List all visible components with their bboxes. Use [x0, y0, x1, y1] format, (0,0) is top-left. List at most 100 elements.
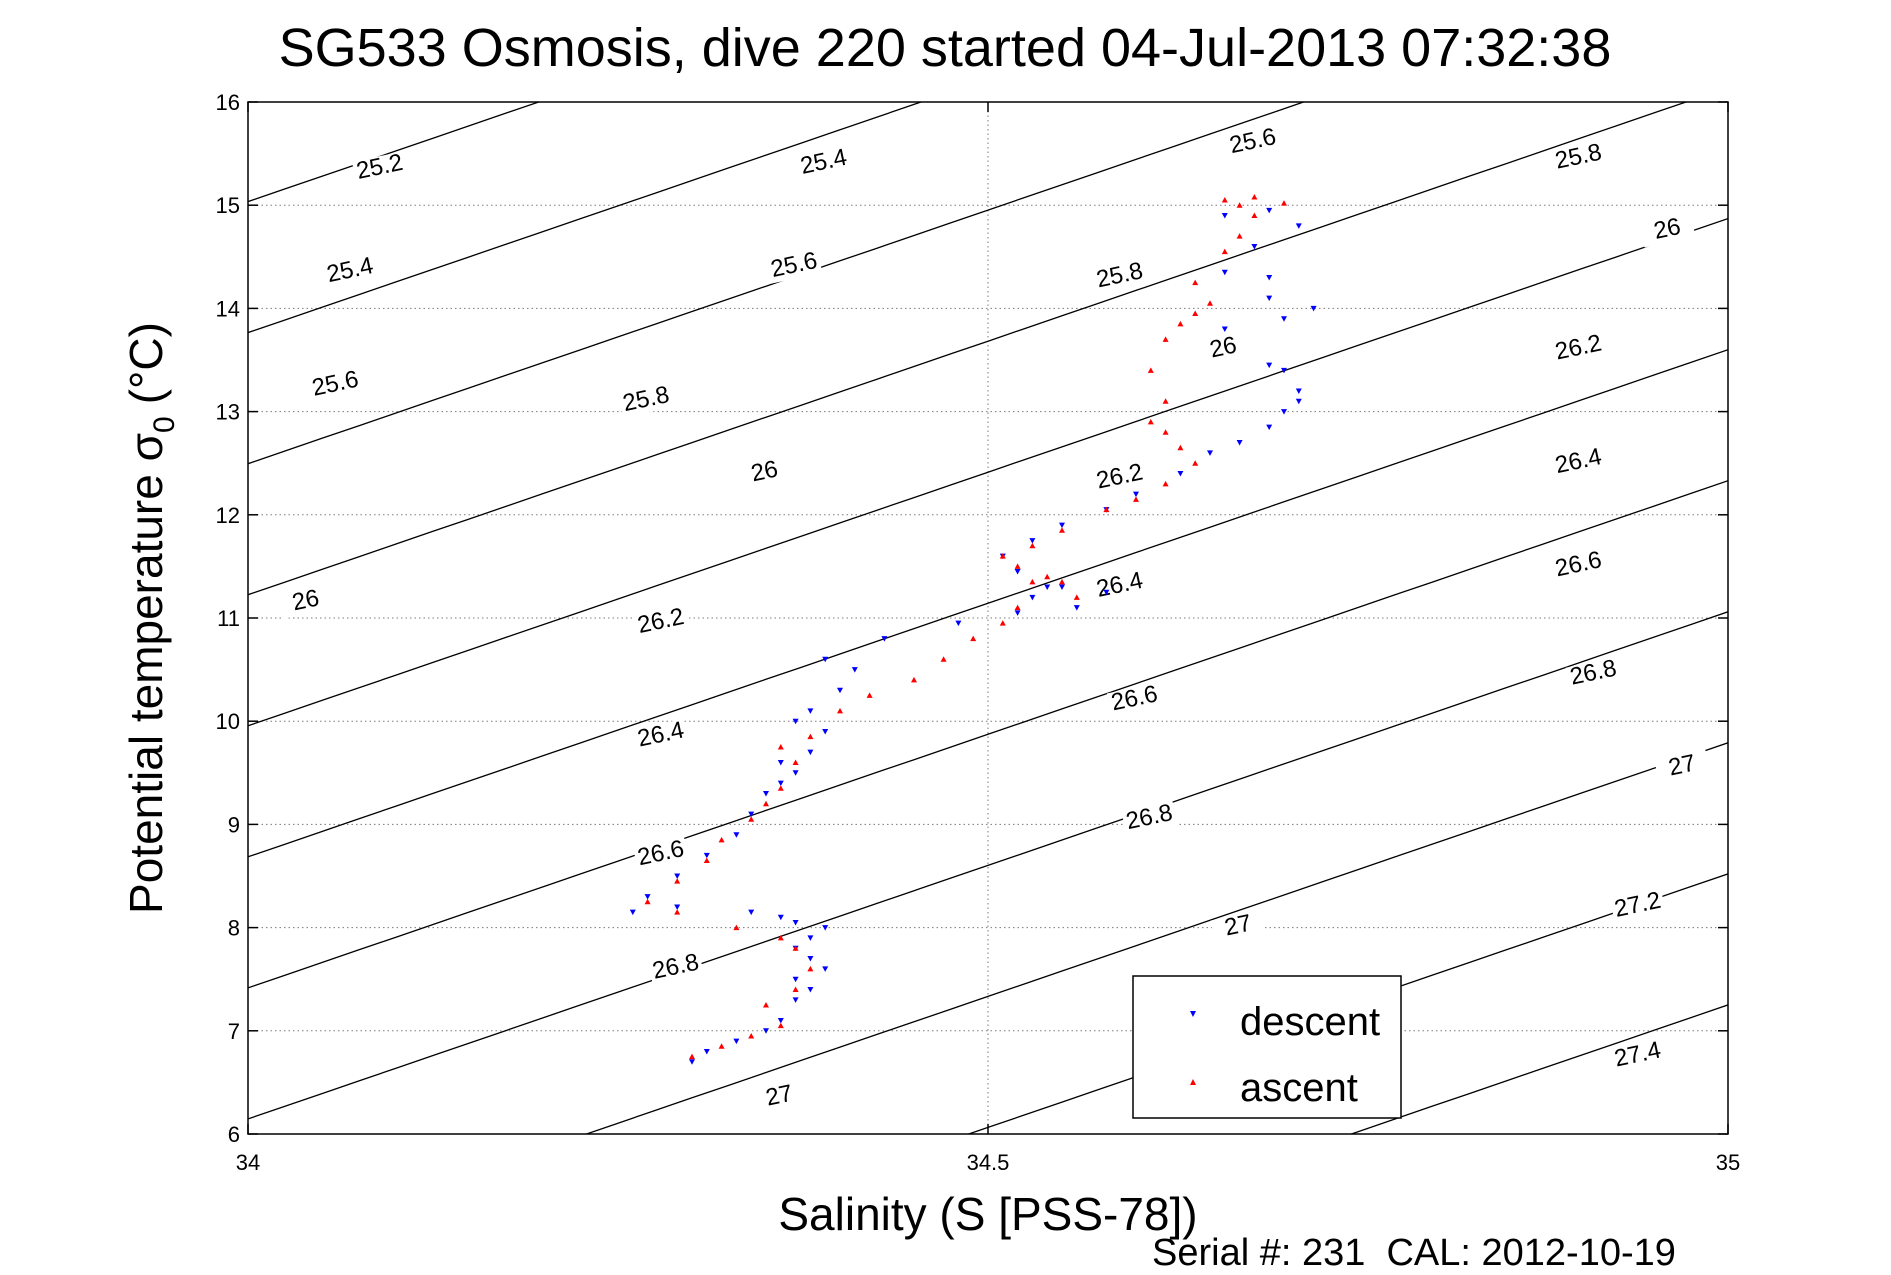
ascent-point	[1177, 320, 1184, 327]
legend-label-descent: descent	[1240, 1000, 1380, 1044]
x-tick-label: 34.5	[967, 1150, 1010, 1175]
isopycnal-label-text: 25.6	[310, 366, 361, 402]
descent-point	[1236, 440, 1243, 446]
isopycnal-label: 26.6	[1106, 680, 1163, 717]
isopycnal-label-text: 26	[1651, 213, 1683, 245]
ascent-point	[970, 635, 977, 642]
descent-point	[1103, 589, 1110, 596]
isopycnal-line	[1469, 1136, 1728, 1225]
ascent-point	[911, 676, 917, 683]
isopycnal-label-bg	[1092, 569, 1148, 604]
y-tick-label: 13	[216, 400, 240, 425]
descent-point	[1251, 243, 1258, 250]
isopycnal-label-text: 26.8	[650, 949, 701, 985]
ascent-point	[718, 1043, 725, 1049]
isopycnal-label-text: 27	[763, 1080, 795, 1112]
isopycnal-label-bg	[1106, 682, 1163, 717]
descent-point	[1207, 450, 1213, 456]
isopycnal-label-text: 26	[290, 584, 322, 616]
isopycnal-line	[248, 217, 1728, 727]
descent-point	[1044, 584, 1051, 591]
descent-point	[1295, 388, 1302, 394]
ascent-point	[777, 1022, 784, 1029]
ascent-point	[1192, 310, 1199, 317]
isopycnal-label-bg	[736, 455, 793, 490]
serial-calibration-note: Serial #: 231 CAL: 2012-10-19	[1152, 1232, 1676, 1274]
descent-point	[733, 1038, 740, 1045]
ascent-point	[1147, 418, 1154, 425]
descent-point	[1029, 538, 1036, 544]
isopycnal-label: 25.8	[618, 381, 675, 418]
isopycnal-label-bg	[278, 584, 334, 619]
ascent-point	[1162, 429, 1169, 435]
ascent-point	[1221, 197, 1228, 203]
ascent-point	[718, 836, 725, 843]
isopycnal-label-bg	[1610, 889, 1666, 924]
isopycnal-label-bg	[633, 605, 690, 640]
descent-point	[1295, 398, 1302, 405]
ascent-point	[807, 733, 814, 740]
isopycnal-label: 25.2	[352, 149, 408, 186]
isopycnal-line	[248, 349, 1728, 858]
descent-point	[1133, 491, 1139, 498]
descent-point	[674, 873, 681, 879]
isopycnal-label-text: 27	[1222, 909, 1254, 941]
ascent-point	[703, 857, 710, 864]
isopycnal-label-bg	[1121, 801, 1178, 836]
ascent-point	[1147, 367, 1154, 373]
isopycnal-label-bg	[1610, 1038, 1666, 1074]
ascent-point	[1103, 506, 1110, 513]
isopycnal-label-bg	[648, 950, 704, 986]
isopycnal-label-bg	[1225, 125, 1282, 160]
isopycnal-label-text: 26.4	[1553, 443, 1604, 479]
ascent-point	[940, 656, 947, 662]
descent-point	[733, 832, 740, 838]
isopycnal-label-text: 26.8	[1124, 799, 1175, 835]
ascent-point	[807, 965, 814, 972]
ascent-point	[1177, 444, 1184, 451]
y-axis-label-subscript: 0	[148, 416, 181, 433]
ascent-point	[1059, 527, 1065, 533]
descent-point	[807, 749, 814, 756]
descent-point	[703, 1048, 710, 1055]
descent-point	[1059, 584, 1065, 591]
descent-point	[955, 620, 962, 627]
ascent-point	[689, 1053, 695, 1060]
ascent-point	[1221, 248, 1228, 255]
isopycnal-line	[248, 480, 1728, 989]
descent-point	[837, 687, 843, 694]
ascent-point	[1162, 480, 1169, 487]
legend: descent ascent	[1132, 975, 1402, 1119]
isopycnal-label-bg	[1550, 140, 1607, 176]
ascent-point	[792, 986, 799, 993]
isopycnal-line	[584, 742, 1728, 1134]
isopycnal-label: 26.2	[633, 603, 690, 640]
isopycnal-label: 25.6	[1225, 123, 1282, 160]
ascent-point	[999, 620, 1006, 626]
descent-point	[822, 966, 829, 972]
ascent-point	[837, 707, 843, 714]
descent-point	[792, 976, 799, 983]
isopycnal-label: 26	[1639, 213, 1696, 248]
ascent-point	[674, 878, 681, 884]
ascent-point	[1236, 233, 1243, 239]
ascent-point	[1014, 604, 1021, 611]
descent-point	[777, 914, 784, 921]
descent-point	[792, 997, 799, 1003]
descent-point	[1221, 269, 1228, 276]
ascent-point	[866, 692, 873, 698]
isopycnal-label-text: 25.2	[354, 149, 405, 185]
isopycnal-label: 27	[1654, 749, 1711, 785]
descent-point	[763, 790, 769, 797]
ascent-point	[1059, 578, 1065, 585]
descent-point	[1266, 424, 1273, 431]
descent-point	[1266, 362, 1273, 369]
descent-point	[748, 811, 755, 818]
descent-point	[807, 708, 814, 714]
descent-point	[792, 718, 799, 725]
isopycnal-label-bg	[618, 383, 675, 418]
isopycnal-label: 27.4	[1610, 1036, 1666, 1074]
descent-point	[1029, 594, 1036, 601]
legend-ascent-marker	[1190, 1079, 1196, 1085]
